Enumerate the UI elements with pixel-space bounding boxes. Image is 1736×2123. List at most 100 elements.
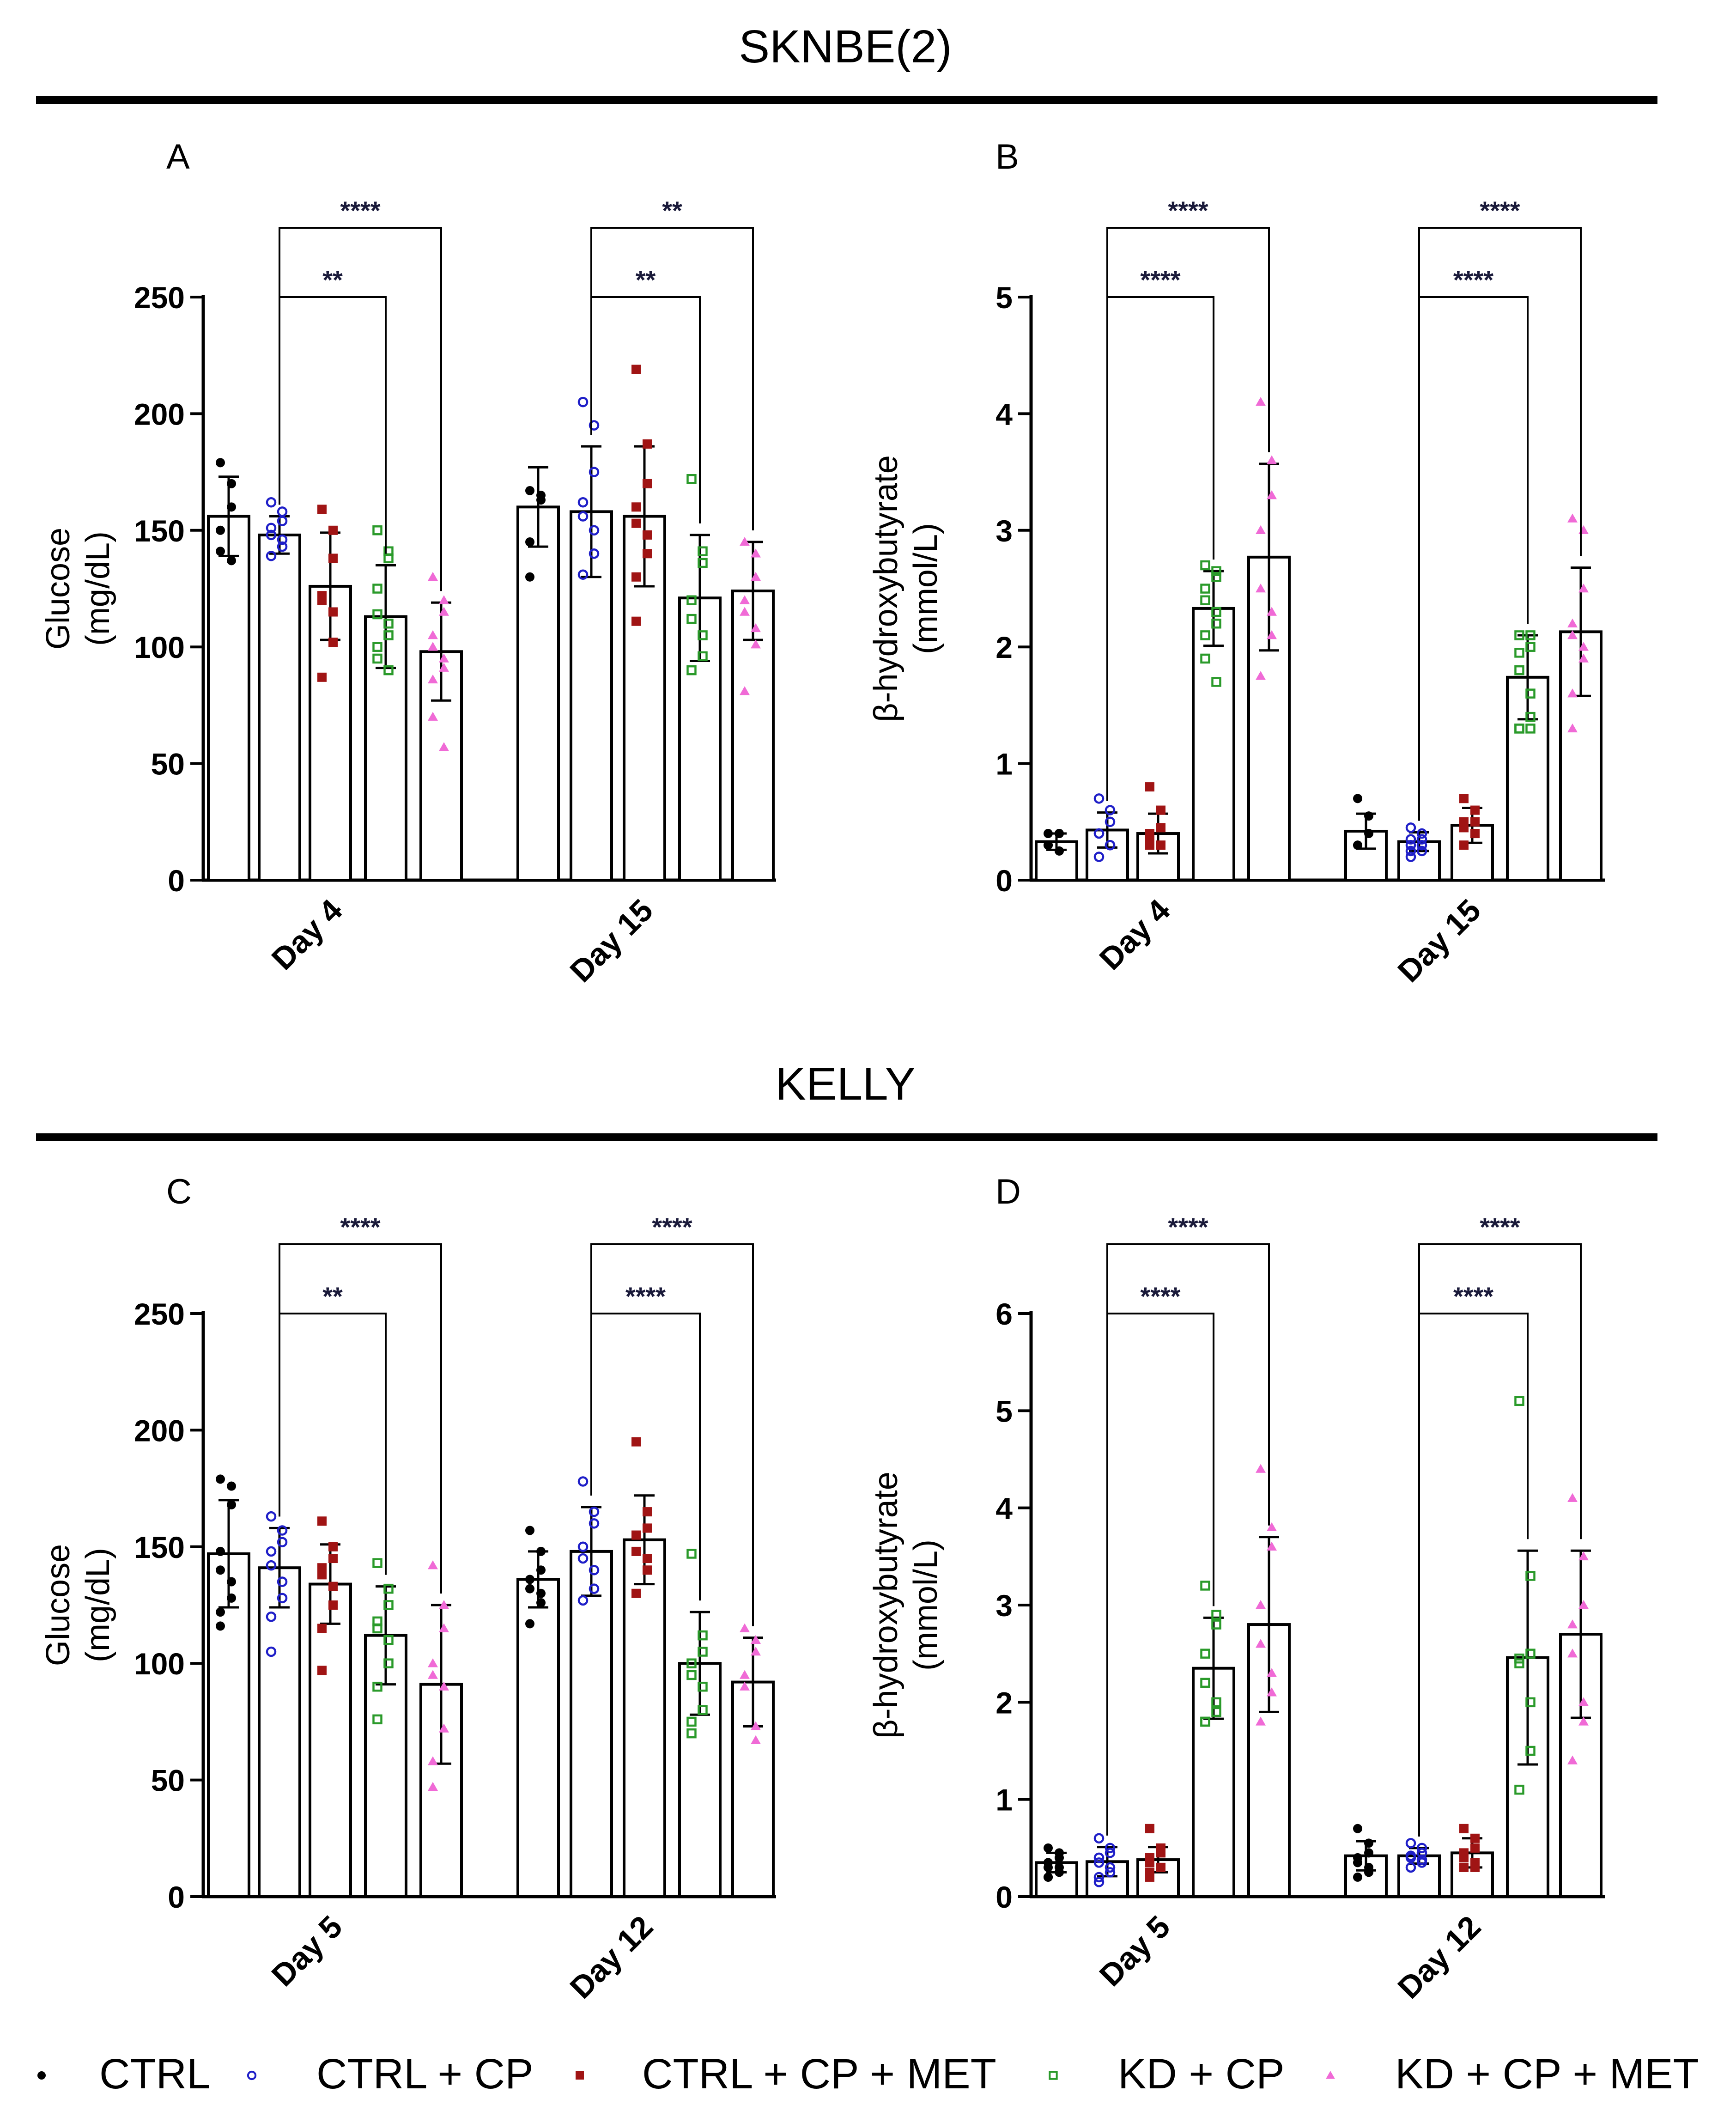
x-tick-label: Day 15 xyxy=(1391,893,1487,989)
data-point xyxy=(216,1621,225,1631)
data-point xyxy=(740,1623,750,1632)
data-point xyxy=(1093,1877,1105,1887)
data-point xyxy=(589,420,600,431)
data-point xyxy=(317,1563,327,1573)
data-point xyxy=(1256,1600,1266,1609)
data-point xyxy=(317,1516,327,1526)
data-point xyxy=(1578,1600,1589,1609)
y-axis-label-line: (mmol/L) xyxy=(907,523,944,654)
data-point xyxy=(1055,846,1064,856)
data-point xyxy=(372,653,382,664)
bar xyxy=(516,505,560,882)
data-point xyxy=(266,1560,277,1571)
data-point xyxy=(266,529,277,541)
data-point xyxy=(577,1595,589,1606)
y-axis-label: Glucose(mg/dL) xyxy=(40,1544,116,1666)
data-point xyxy=(1256,1716,1266,1726)
data-point xyxy=(577,1553,589,1564)
data-point xyxy=(1211,566,1221,576)
data-point xyxy=(1353,794,1362,803)
data-point xyxy=(1514,630,1524,640)
data-point xyxy=(1055,1868,1064,1877)
data-point xyxy=(751,548,761,558)
data-point xyxy=(328,1582,338,1591)
data-point xyxy=(1211,1619,1221,1630)
data-point xyxy=(1459,840,1469,850)
data-point xyxy=(1364,1848,1373,1858)
data-point xyxy=(1256,671,1266,680)
significance-bracket xyxy=(1106,1243,1270,1836)
significance-bracket xyxy=(279,1243,442,1594)
y-tick-label: 3 xyxy=(995,514,1013,548)
data-point xyxy=(1567,1493,1578,1502)
y-axis-label: Glucose(mg/dL) xyxy=(40,528,116,650)
y-axis-label-line: β-hydroxybutyrate xyxy=(868,455,904,722)
significance-label: **** xyxy=(1453,265,1493,294)
data-point xyxy=(1416,828,1427,839)
data-point xyxy=(1145,840,1154,850)
legend-marker xyxy=(37,2071,46,2080)
significance-label: **** xyxy=(652,1212,692,1241)
data-point xyxy=(1105,1848,1116,1858)
data-point xyxy=(1416,1843,1427,1854)
data-point xyxy=(428,642,438,651)
data-point xyxy=(686,1658,697,1668)
data-point xyxy=(1416,846,1427,857)
data-point xyxy=(536,1546,546,1556)
data-point xyxy=(1405,840,1416,851)
legend-marker xyxy=(1326,2071,1335,2079)
data-point xyxy=(1470,829,1480,839)
data-point xyxy=(277,1593,288,1604)
data-point xyxy=(216,1607,225,1617)
y-tick-label: 100 xyxy=(134,630,185,664)
bar xyxy=(258,533,301,882)
data-point xyxy=(439,1681,449,1691)
data-point xyxy=(277,516,288,526)
legend: CTRL CTRL + CP CTRL + CP + MET KD + CP KD + … xyxy=(37,2050,1699,2098)
data-point xyxy=(1145,1872,1154,1882)
x-tick-label: Day 4 xyxy=(1093,893,1177,977)
data-point xyxy=(698,651,708,662)
data-point xyxy=(751,623,761,633)
data-point xyxy=(589,1583,600,1594)
x-tick-label: Day 5 xyxy=(1093,1909,1177,1993)
data-point xyxy=(1416,834,1427,845)
data-point xyxy=(372,525,382,535)
data-point xyxy=(686,1728,697,1739)
data-point xyxy=(686,474,697,484)
data-point xyxy=(266,1646,277,1657)
data-point xyxy=(525,1584,534,1594)
data-point xyxy=(1145,1858,1154,1868)
data-point xyxy=(439,607,449,616)
significance-label: **** xyxy=(1168,196,1208,225)
data-point xyxy=(1044,840,1053,850)
data-point xyxy=(317,505,327,514)
significance-label: **** xyxy=(1140,265,1180,294)
data-point xyxy=(1093,1833,1105,1844)
data-point xyxy=(1200,595,1210,605)
data-point xyxy=(1156,840,1165,850)
data-point xyxy=(428,1670,438,1679)
data-point xyxy=(1044,1843,1053,1853)
significance-bracket xyxy=(279,227,442,591)
y-tick-label: 200 xyxy=(134,397,185,431)
legend-marker xyxy=(1049,2071,1058,2080)
data-point xyxy=(1267,630,1277,639)
significance-bracket xyxy=(279,296,387,554)
data-point xyxy=(1364,1868,1373,1877)
data-point xyxy=(525,537,534,547)
data-point xyxy=(1200,1678,1210,1688)
y-tick-label: 1 xyxy=(995,1783,1013,1817)
data-point xyxy=(1200,630,1210,640)
data-point xyxy=(525,1526,534,1535)
data-point xyxy=(1525,1746,1536,1756)
legend-label: CTRL + CP xyxy=(316,2050,533,2098)
data-point xyxy=(383,630,394,640)
y-tick-label: 2 xyxy=(995,630,1013,664)
x-tick-label: Day 15 xyxy=(563,893,660,989)
data-point xyxy=(643,1554,652,1563)
data-point xyxy=(328,638,338,647)
data-point xyxy=(1514,1658,1524,1668)
data-point xyxy=(1514,1784,1524,1795)
significance-bracket xyxy=(1106,227,1270,801)
